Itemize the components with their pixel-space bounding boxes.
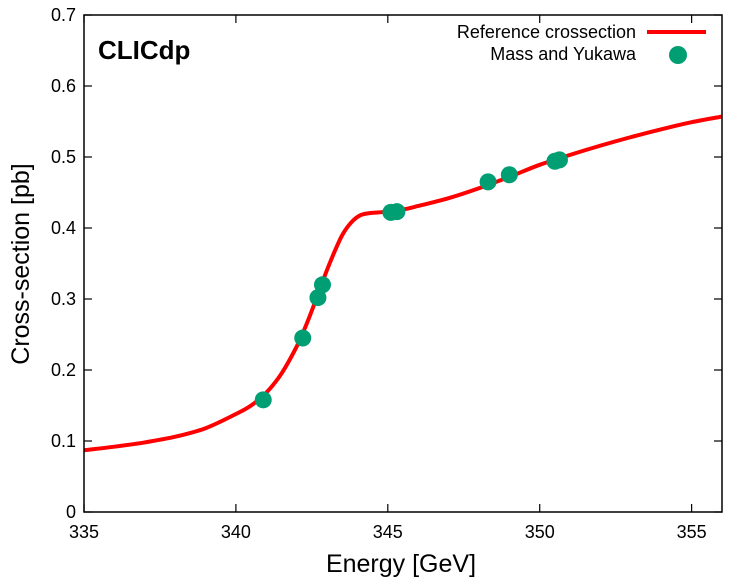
mass-yukawa-point [309, 289, 327, 307]
x-axis-title: Energy [GeV] [326, 550, 476, 578]
y-tick-label: 0.1 [51, 431, 76, 451]
x-tick-labels: 335 340 345 350 355 [69, 522, 707, 542]
y-tick-label: 0.6 [51, 76, 76, 96]
reference-crossection-line [84, 114, 722, 453]
mass-yukawa-point [294, 329, 312, 347]
plot-frame [83, 14, 723, 513]
mass-yukawa-point [550, 151, 568, 169]
y-tick-label: 0 [66, 502, 76, 522]
x-tick-label: 345 [373, 522, 403, 542]
y-tick-label: 0.2 [51, 360, 76, 380]
legend-label-reference: Reference crossection [457, 22, 636, 42]
y-tick-label: 0.7 [51, 5, 76, 25]
x-tick-label: 335 [69, 522, 99, 542]
mass-yukawa-point [254, 391, 272, 409]
y-axis-title: Cross-section [pb] [7, 163, 35, 364]
legend-label-mass-yukawa: Mass and Yukawa [490, 44, 637, 64]
mass-yukawa-point [313, 276, 331, 294]
y-tick-label: 0.4 [51, 218, 76, 238]
legend-swatch-mass-yukawa [669, 46, 687, 64]
mass-yukawa-point [388, 203, 406, 221]
y-tick-labels: 0 0.1 0.2 0.3 0.4 0.5 0.6 0.7 [51, 5, 76, 522]
series-layer [84, 114, 722, 453]
x-tick-label: 350 [525, 522, 555, 542]
mass-yukawa-point [500, 166, 518, 184]
x-tick-label: 340 [221, 522, 251, 542]
mass-yukawa-point [479, 173, 497, 191]
watermark-label: CLICdp [98, 35, 190, 65]
x-tick-label: 355 [677, 522, 707, 542]
y-tick-label: 0.3 [51, 289, 76, 309]
plot-area [84, 114, 722, 453]
y-tick-label: 0.5 [51, 147, 76, 167]
legend: Reference crossection Mass and Yukawa [457, 22, 706, 64]
